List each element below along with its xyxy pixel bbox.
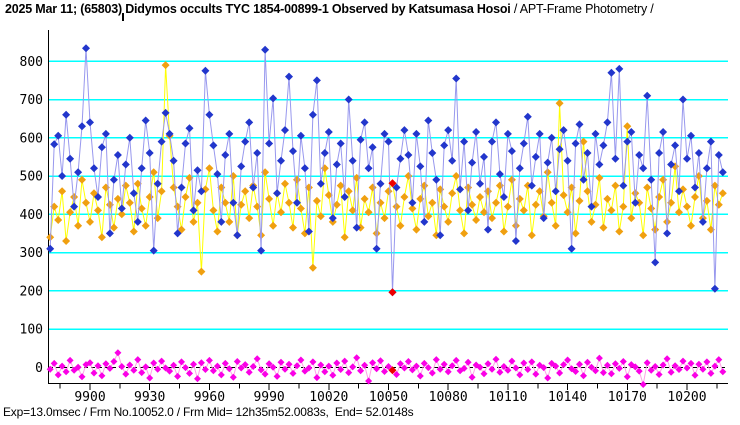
y-tick-label: 300 (20, 246, 43, 261)
current-frame-marker (388, 366, 397, 375)
y-tick-label: 500 (20, 170, 43, 185)
x-axis-labels: 9900 9930 9960 9990 10020 10050 10080 10110 1014… (74, 390, 706, 405)
x-tick-label: 9930 (134, 390, 165, 405)
series-line-comparison-orange (49, 65, 724, 272)
x-tick-label: 10020 (309, 390, 348, 405)
chart-title-suffix: / APT-Frame Photometry / (513, 2, 654, 16)
status-text: Exp=13.0msec / Frm No.10052.0 / Frm Mid=… (3, 405, 414, 419)
y-tick-label: 0 (35, 361, 43, 376)
text-cursor-mark (122, 13, 124, 21)
y-tick-label: 400 (20, 208, 43, 223)
y-tick-label: 600 (20, 131, 43, 146)
x-tick-label: 10110 (488, 390, 527, 405)
x-tick-label: 10080 (429, 390, 468, 405)
series-line-target-blue (49, 48, 724, 293)
current-frame-markers (388, 179, 397, 375)
x-tick-label: 9990 (253, 390, 284, 405)
chart-title: 2025 Mar 11; (65803) Didymos occults TYC… (5, 2, 737, 16)
series-markers-background-magenta (46, 349, 727, 388)
x-tick-label: 9900 (74, 390, 105, 405)
current-frame-marker (388, 288, 397, 297)
x-tick-label: 10050 (369, 390, 408, 405)
series-comparison-orange (46, 61, 727, 276)
y-tick-label: 200 (20, 284, 43, 299)
series-target-blue (46, 44, 727, 297)
current-frame-marker (388, 179, 397, 188)
x-axis-ticks (59, 383, 718, 390)
y-tick-label: 100 (20, 323, 43, 338)
series-background-magenta (46, 349, 727, 388)
chart-title-main: 2025 Mar 11; (65803) Didymos occults TYC… (5, 2, 514, 16)
x-tick-label: 10200 (667, 390, 706, 405)
gridlines (49, 60, 728, 368)
y-axis-labels: 0 100 200 300 400 500 600 700 800 (20, 55, 43, 376)
x-tick-label: 10170 (608, 390, 647, 405)
y-tick-label: 800 (20, 55, 43, 70)
y-tick-label: 700 (20, 93, 43, 108)
x-tick-label: 9960 (194, 390, 225, 405)
x-tick-label: 10140 (548, 390, 587, 405)
